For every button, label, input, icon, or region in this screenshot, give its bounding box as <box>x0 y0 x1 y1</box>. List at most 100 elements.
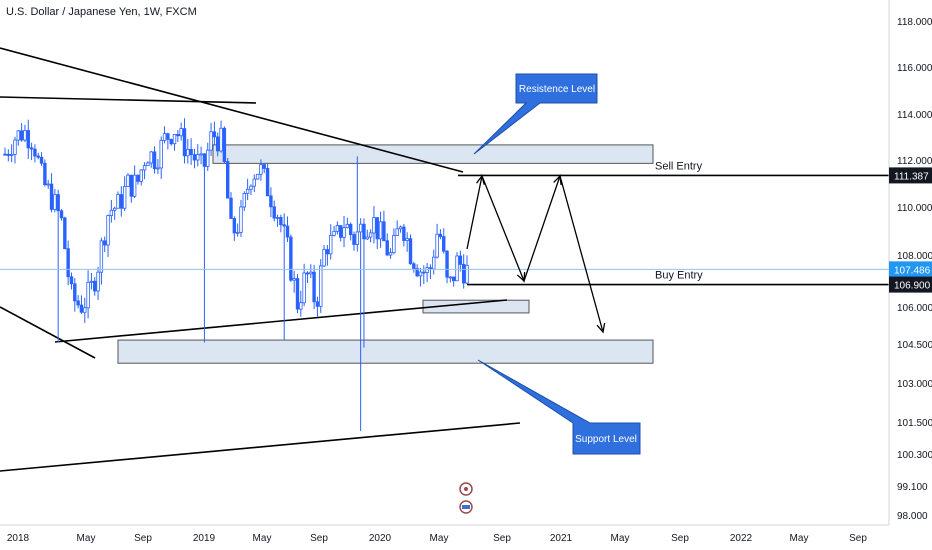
candle-body <box>285 225 290 238</box>
candle-body <box>73 283 77 302</box>
candle-body <box>186 148 190 157</box>
candle-body <box>99 240 104 273</box>
candle-body <box>239 206 243 233</box>
candle-body <box>152 151 157 170</box>
candle-body <box>23 130 27 141</box>
y-tick-label: 100.300 <box>897 450 932 461</box>
arrow-head <box>553 174 562 186</box>
candle-body <box>129 174 134 197</box>
candle-body <box>325 249 330 255</box>
candle-body <box>196 154 200 161</box>
arrow-head <box>476 174 485 185</box>
trendlines-layer <box>0 47 521 472</box>
y-tick-label: 108.000 <box>897 251 932 262</box>
candle-body <box>19 130 24 141</box>
candle-body <box>59 210 64 219</box>
candles-layer <box>3 118 469 431</box>
candle-body <box>83 307 87 313</box>
candle-body <box>36 155 40 158</box>
candle-body <box>49 183 54 210</box>
zone-rect <box>212 144 654 164</box>
candle-body <box>332 230 336 236</box>
price-badge-label: 107.486 <box>894 265 931 276</box>
candle-body <box>212 131 217 138</box>
candle-body <box>139 169 143 182</box>
candle-body <box>252 178 256 187</box>
y-tick-label: 103.000 <box>897 379 932 390</box>
x-tick-label: 2021 <box>550 533 573 544</box>
callouts-layer: Resistence Level Support Level <box>473 73 641 455</box>
candle-body <box>112 207 117 211</box>
arrow-head <box>596 323 606 334</box>
candle-body <box>13 139 17 155</box>
candle-body <box>438 233 443 237</box>
arrow-head <box>516 271 526 283</box>
candle-body <box>202 153 207 167</box>
candle-body <box>395 228 399 236</box>
x-tick-label: Sep <box>671 533 689 544</box>
event-icons-layer <box>459 482 473 514</box>
projection-path-layer <box>466 173 606 334</box>
candle-body <box>192 154 197 161</box>
candle-body <box>422 271 426 274</box>
candle-body <box>3 153 7 156</box>
candle-body <box>79 304 84 313</box>
candle-body <box>461 263 466 284</box>
candle-body <box>255 173 260 180</box>
candle-body <box>338 225 343 238</box>
candle-body <box>206 149 210 167</box>
candle-body <box>292 278 296 281</box>
candle-body <box>279 217 283 226</box>
x-tick-label: Sep <box>134 533 152 544</box>
price-badge <box>889 276 932 293</box>
candle-body <box>166 133 170 140</box>
x-tick-label: 2022 <box>730 533 753 544</box>
candle-body <box>398 226 403 230</box>
x-tick-label: Sep <box>310 533 328 544</box>
candle-body <box>9 153 14 156</box>
candle-body <box>319 265 323 307</box>
y-tick-label: 118.000 <box>897 17 932 28</box>
candle-body <box>6 153 11 156</box>
candle-body <box>408 238 413 265</box>
trendline <box>54 299 508 343</box>
x-tick-label: Sep <box>849 533 867 544</box>
candle-body <box>375 217 379 240</box>
candle-body <box>149 151 153 164</box>
y-tick-label: 106.000 <box>897 303 932 314</box>
candle-body <box>445 250 449 278</box>
candle-body <box>39 156 44 164</box>
candle-body <box>232 218 237 234</box>
candle-body <box>26 130 30 149</box>
trendline <box>0 422 521 472</box>
candle-body <box>162 133 167 141</box>
candle-body <box>122 186 127 209</box>
candle-body <box>372 217 376 234</box>
trendline <box>0 47 464 173</box>
candle-body <box>342 227 346 238</box>
candle-body <box>362 223 366 240</box>
candle-body <box>269 195 273 208</box>
candle-body <box>245 188 250 194</box>
zones-layer <box>117 144 654 364</box>
x-tick-label: May <box>430 533 449 544</box>
candle-body <box>106 215 110 246</box>
candle-body <box>425 267 429 273</box>
candle-body <box>33 148 37 157</box>
candle-body <box>282 224 286 227</box>
candle-body <box>222 127 227 163</box>
candle-body <box>136 174 140 182</box>
x-tick-label: 2019 <box>193 533 216 544</box>
candle-body <box>352 234 356 245</box>
candle-body <box>385 240 389 256</box>
candle-body <box>392 235 396 253</box>
candle-body <box>176 134 180 137</box>
candle-body <box>378 221 383 240</box>
candle-body <box>355 231 360 245</box>
candle-body <box>348 223 353 235</box>
chart-title: U.S. Dollar / Japanese Yen, 1W, FXCM <box>6 6 197 18</box>
candle-body <box>458 255 463 265</box>
flag-icon-stripe <box>462 505 470 509</box>
